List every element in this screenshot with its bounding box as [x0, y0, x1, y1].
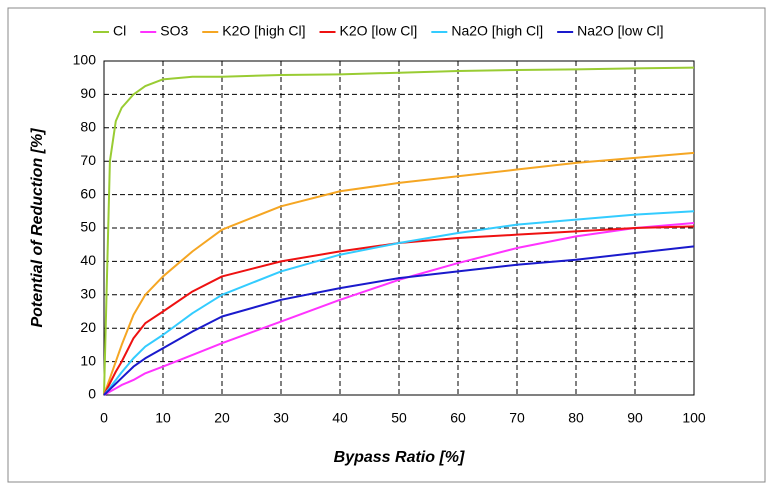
y-axis-title: Potential of Reduction [%]: [29, 128, 46, 328]
y-tick-label: 50: [80, 219, 96, 235]
y-tick-label: 100: [73, 52, 97, 68]
y-tick-label: 40: [80, 252, 96, 268]
y-tick-label: 70: [80, 152, 96, 168]
legend-label: Na2O [high Cl]: [451, 23, 543, 39]
y-tick-label: 20: [80, 319, 96, 335]
y-tick-label: 60: [80, 185, 96, 201]
data-line: [103, 66, 695, 396]
y-tick-label: 30: [80, 286, 96, 302]
y-tick-label: 10: [80, 352, 96, 368]
x-tick-label: 100: [682, 410, 706, 426]
x-tick-label: 20: [214, 410, 230, 426]
data-line: [103, 210, 695, 396]
x-tick-label: 50: [391, 410, 407, 426]
data-line: [103, 245, 695, 396]
x-tick-label: 80: [568, 410, 584, 426]
data-line: [103, 221, 695, 396]
legend-label: K2O [high Cl]: [222, 23, 305, 39]
x-tick-label: 90: [627, 410, 643, 426]
legend-label: SO3: [160, 23, 188, 39]
legend-label: Cl: [113, 23, 126, 39]
x-tick-label: 0: [100, 410, 108, 426]
data-line: [103, 151, 695, 396]
x-tick-label: 10: [155, 410, 171, 426]
x-tick-label: 30: [273, 410, 289, 426]
x-axis-title: Bypass Ratio [%]: [334, 449, 465, 466]
x-tick-label: 60: [450, 410, 466, 426]
legend-label: K2O [low Cl]: [340, 23, 418, 39]
data-line: [103, 225, 695, 396]
plot-border: [103, 60, 695, 396]
y-tick-label: 90: [80, 85, 96, 101]
x-tick-label: 70: [509, 410, 525, 426]
y-tick-label: 80: [80, 119, 96, 135]
legend-label: Na2O [low Cl]: [577, 23, 663, 39]
x-tick-label: 40: [332, 410, 348, 426]
y-tick-label: 0: [88, 386, 96, 402]
